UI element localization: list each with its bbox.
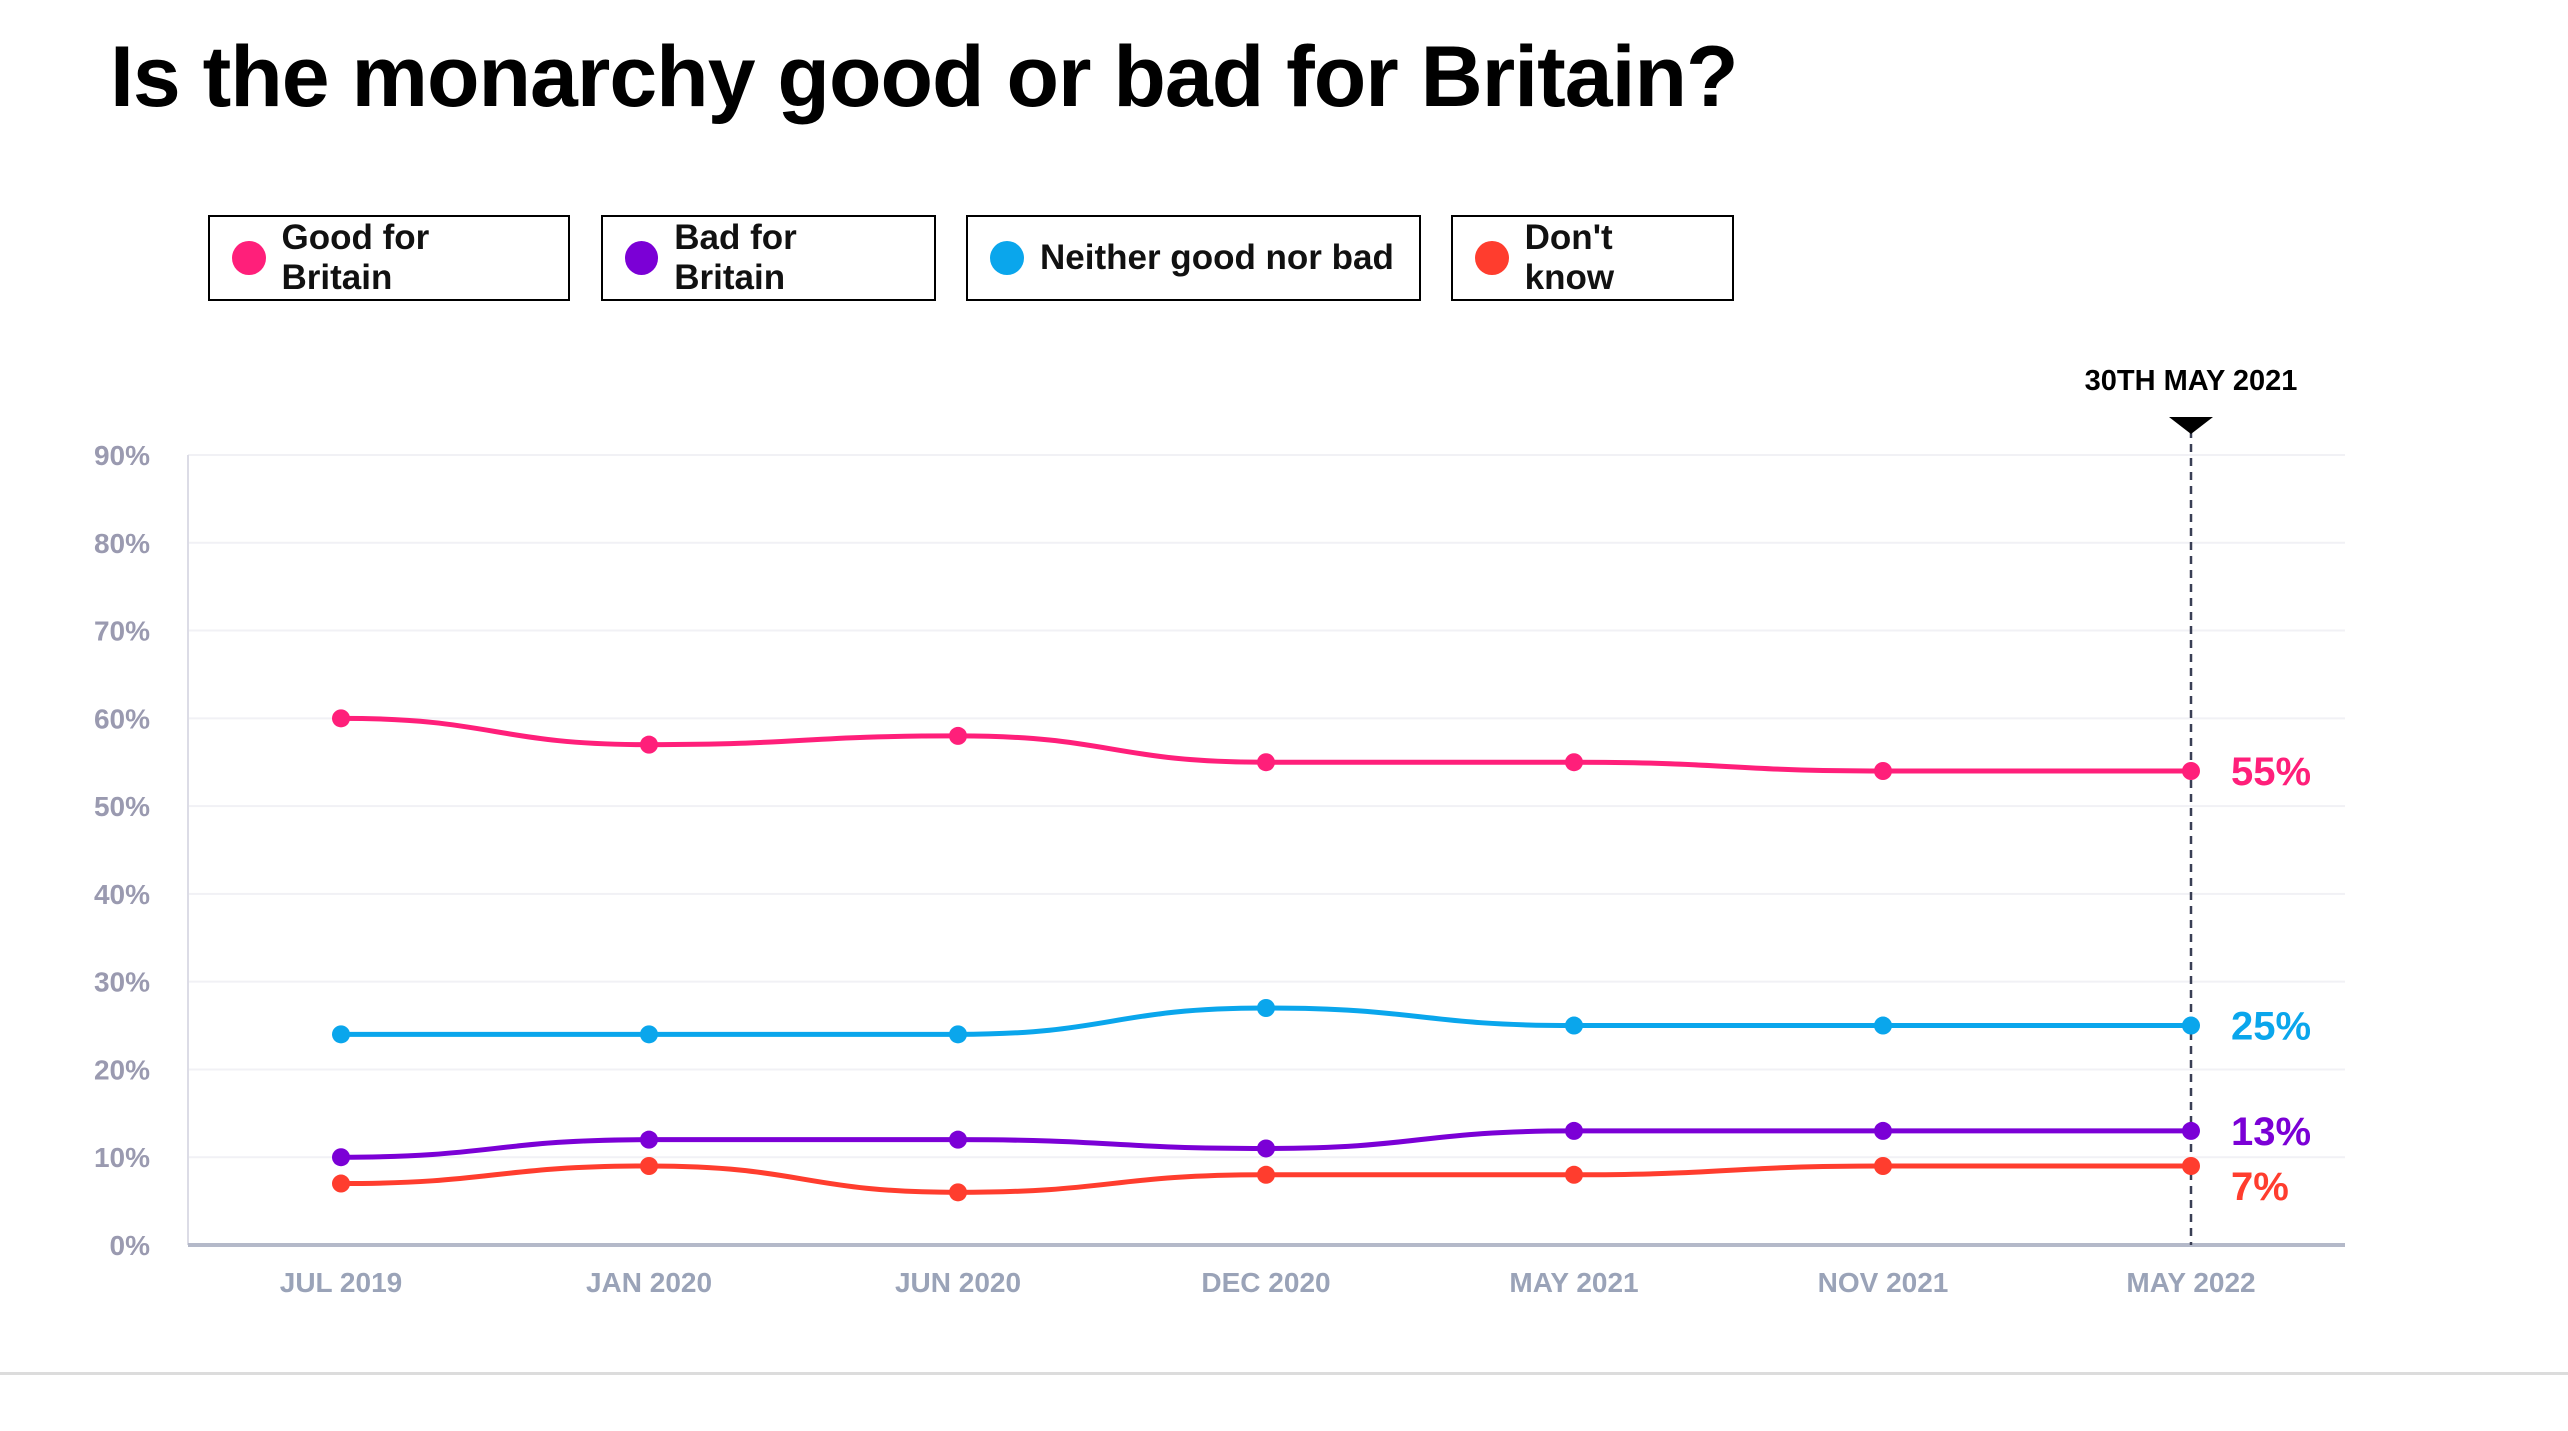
end-value-label: 7%	[2231, 1165, 2289, 1209]
data-point	[1874, 762, 1892, 780]
data-point	[1565, 1165, 1583, 1184]
data-point	[2182, 762, 2200, 780]
data-point	[332, 1174, 350, 1193]
data-point	[949, 1183, 967, 1202]
legend-label: Neither good nor bad	[1040, 238, 1394, 277]
marker-triangle-icon	[2169, 417, 2213, 434]
data-point	[332, 1025, 350, 1044]
legend-dot-icon	[232, 241, 266, 275]
y-tick-label: 10%	[94, 1142, 150, 1173]
y-tick-label: 70%	[94, 616, 150, 647]
data-point	[640, 1130, 658, 1149]
y-tick-label: 40%	[94, 879, 150, 910]
legend-item-bad[interactable]: Bad for Britain	[601, 215, 936, 301]
footer-divider	[0, 1372, 2568, 1375]
end-value-label: 13%	[2231, 1110, 2311, 1154]
data-point	[640, 735, 658, 754]
y-tick-label: 30%	[94, 967, 150, 998]
legend-label: Good for Britain	[281, 218, 430, 297]
data-point	[1565, 753, 1583, 772]
legend-label: Don't know	[1524, 218, 1615, 297]
legend-dot-icon	[625, 241, 659, 275]
data-point	[1257, 999, 1275, 1017]
data-point	[640, 1025, 658, 1044]
end-value-label: 25%	[2231, 1005, 2311, 1049]
data-point	[1257, 1165, 1275, 1184]
data-point	[949, 726, 967, 745]
data-point	[1874, 1121, 1892, 1140]
legend-item-good[interactable]: Good for Britain	[208, 215, 570, 301]
data-point	[949, 1130, 967, 1149]
x-tick-label: JUN 2020	[895, 1267, 1021, 1298]
end-value-label: 55%	[2231, 750, 2311, 794]
legend-dot-icon	[990, 241, 1024, 275]
legend-item-neither[interactable]: Neither good nor bad	[966, 215, 1421, 301]
x-tick-label: JAN 2020	[586, 1267, 712, 1298]
y-tick-label: 60%	[94, 703, 150, 734]
x-tick-label: NOV 2021	[1818, 1267, 1949, 1298]
data-point	[1257, 753, 1275, 772]
data-point	[1565, 1016, 1583, 1035]
data-point	[332, 709, 350, 728]
data-point	[1874, 1157, 1892, 1175]
data-point	[332, 1148, 350, 1167]
x-tick-label: DEC 2020	[1201, 1267, 1330, 1298]
data-point	[1874, 1016, 1892, 1035]
legend-label: Bad for Britain	[674, 218, 797, 297]
data-point	[2182, 1016, 2200, 1035]
y-tick-label: 20%	[94, 1054, 150, 1085]
y-tick-label: 0%	[110, 1230, 151, 1261]
x-tick-label: MAY 2022	[2126, 1267, 2255, 1298]
y-tick-label: 50%	[94, 791, 150, 822]
data-point	[2182, 1121, 2200, 1140]
data-point	[949, 1025, 967, 1044]
legend-dot-icon	[1475, 241, 1509, 275]
data-point	[2182, 1157, 2200, 1175]
data-point	[640, 1157, 658, 1175]
marker-label: 30TH MAY 2021	[2085, 365, 2298, 397]
data-point	[1257, 1139, 1275, 1158]
data-point	[1565, 1121, 1583, 1140]
y-tick-label: 90%	[94, 440, 150, 471]
chart-title: Is the monarchy good or bad for Britain?	[110, 29, 1739, 125]
x-tick-label: MAY 2021	[1509, 1267, 1638, 1298]
x-tick-label: JUL 2019	[280, 1267, 402, 1298]
y-tick-label: 80%	[94, 528, 150, 559]
legend-item-dont-know[interactable]: Don't know	[1451, 215, 1734, 301]
